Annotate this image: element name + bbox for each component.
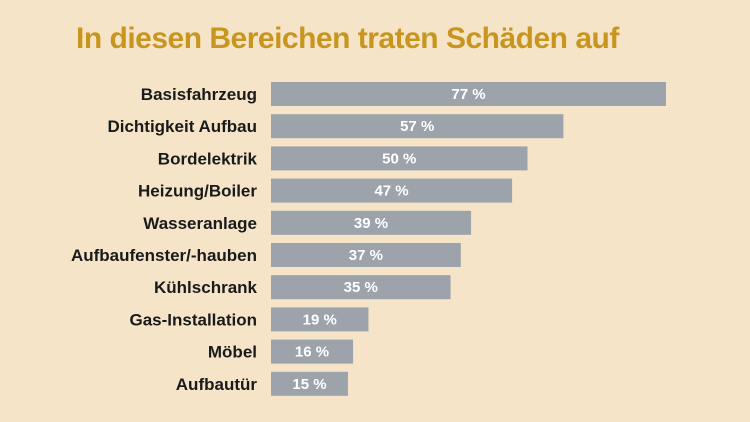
bar-6 (271, 275, 451, 300)
bar-1 (271, 114, 564, 139)
category-label-2: Bordelektrik (158, 149, 258, 168)
category-label-0: Basisfahrzeug (141, 85, 257, 104)
bar-4 (271, 210, 472, 235)
value-label-6: 35 % (344, 279, 378, 296)
bars-group: Basisfahrzeug 77 % Dichtigkeit Aufbau 57 % B… (71, 82, 666, 396)
value-label-0: 77 % (451, 86, 485, 103)
category-label-4: Wasseranlage (143, 214, 257, 233)
bar-0 (271, 82, 666, 106)
category-label-3: Heizung/Boiler (138, 182, 257, 201)
category-label-8: Möbel (208, 343, 257, 362)
bar-5 (271, 243, 461, 267)
value-label-7: 19 % (303, 311, 337, 328)
bar-3 (271, 178, 513, 203)
bar-8 (271, 339, 354, 364)
value-label-3: 47 % (374, 183, 408, 200)
value-label-9: 15 % (292, 376, 326, 393)
bar-2 (271, 146, 528, 171)
value-label-1: 57 % (400, 118, 434, 135)
value-label-5: 37 % (349, 247, 383, 264)
category-label-1: Dichtigkeit Aufbau (107, 117, 257, 136)
category-label-9: Aufbautür (176, 375, 258, 394)
category-label-6: Kühlschrank (154, 278, 258, 297)
value-label-4: 39 % (354, 215, 388, 232)
bar-7 (271, 307, 369, 332)
bar-9 (271, 371, 348, 396)
category-label-5: Aufbaufenster/-hauben (71, 246, 257, 265)
value-label-2: 50 % (382, 150, 416, 167)
category-label-7: Gas-Installation (129, 310, 257, 329)
chart-title: In diesen Bereichen traten Schäden auf (76, 22, 619, 55)
value-label-8: 16 % (295, 344, 329, 361)
